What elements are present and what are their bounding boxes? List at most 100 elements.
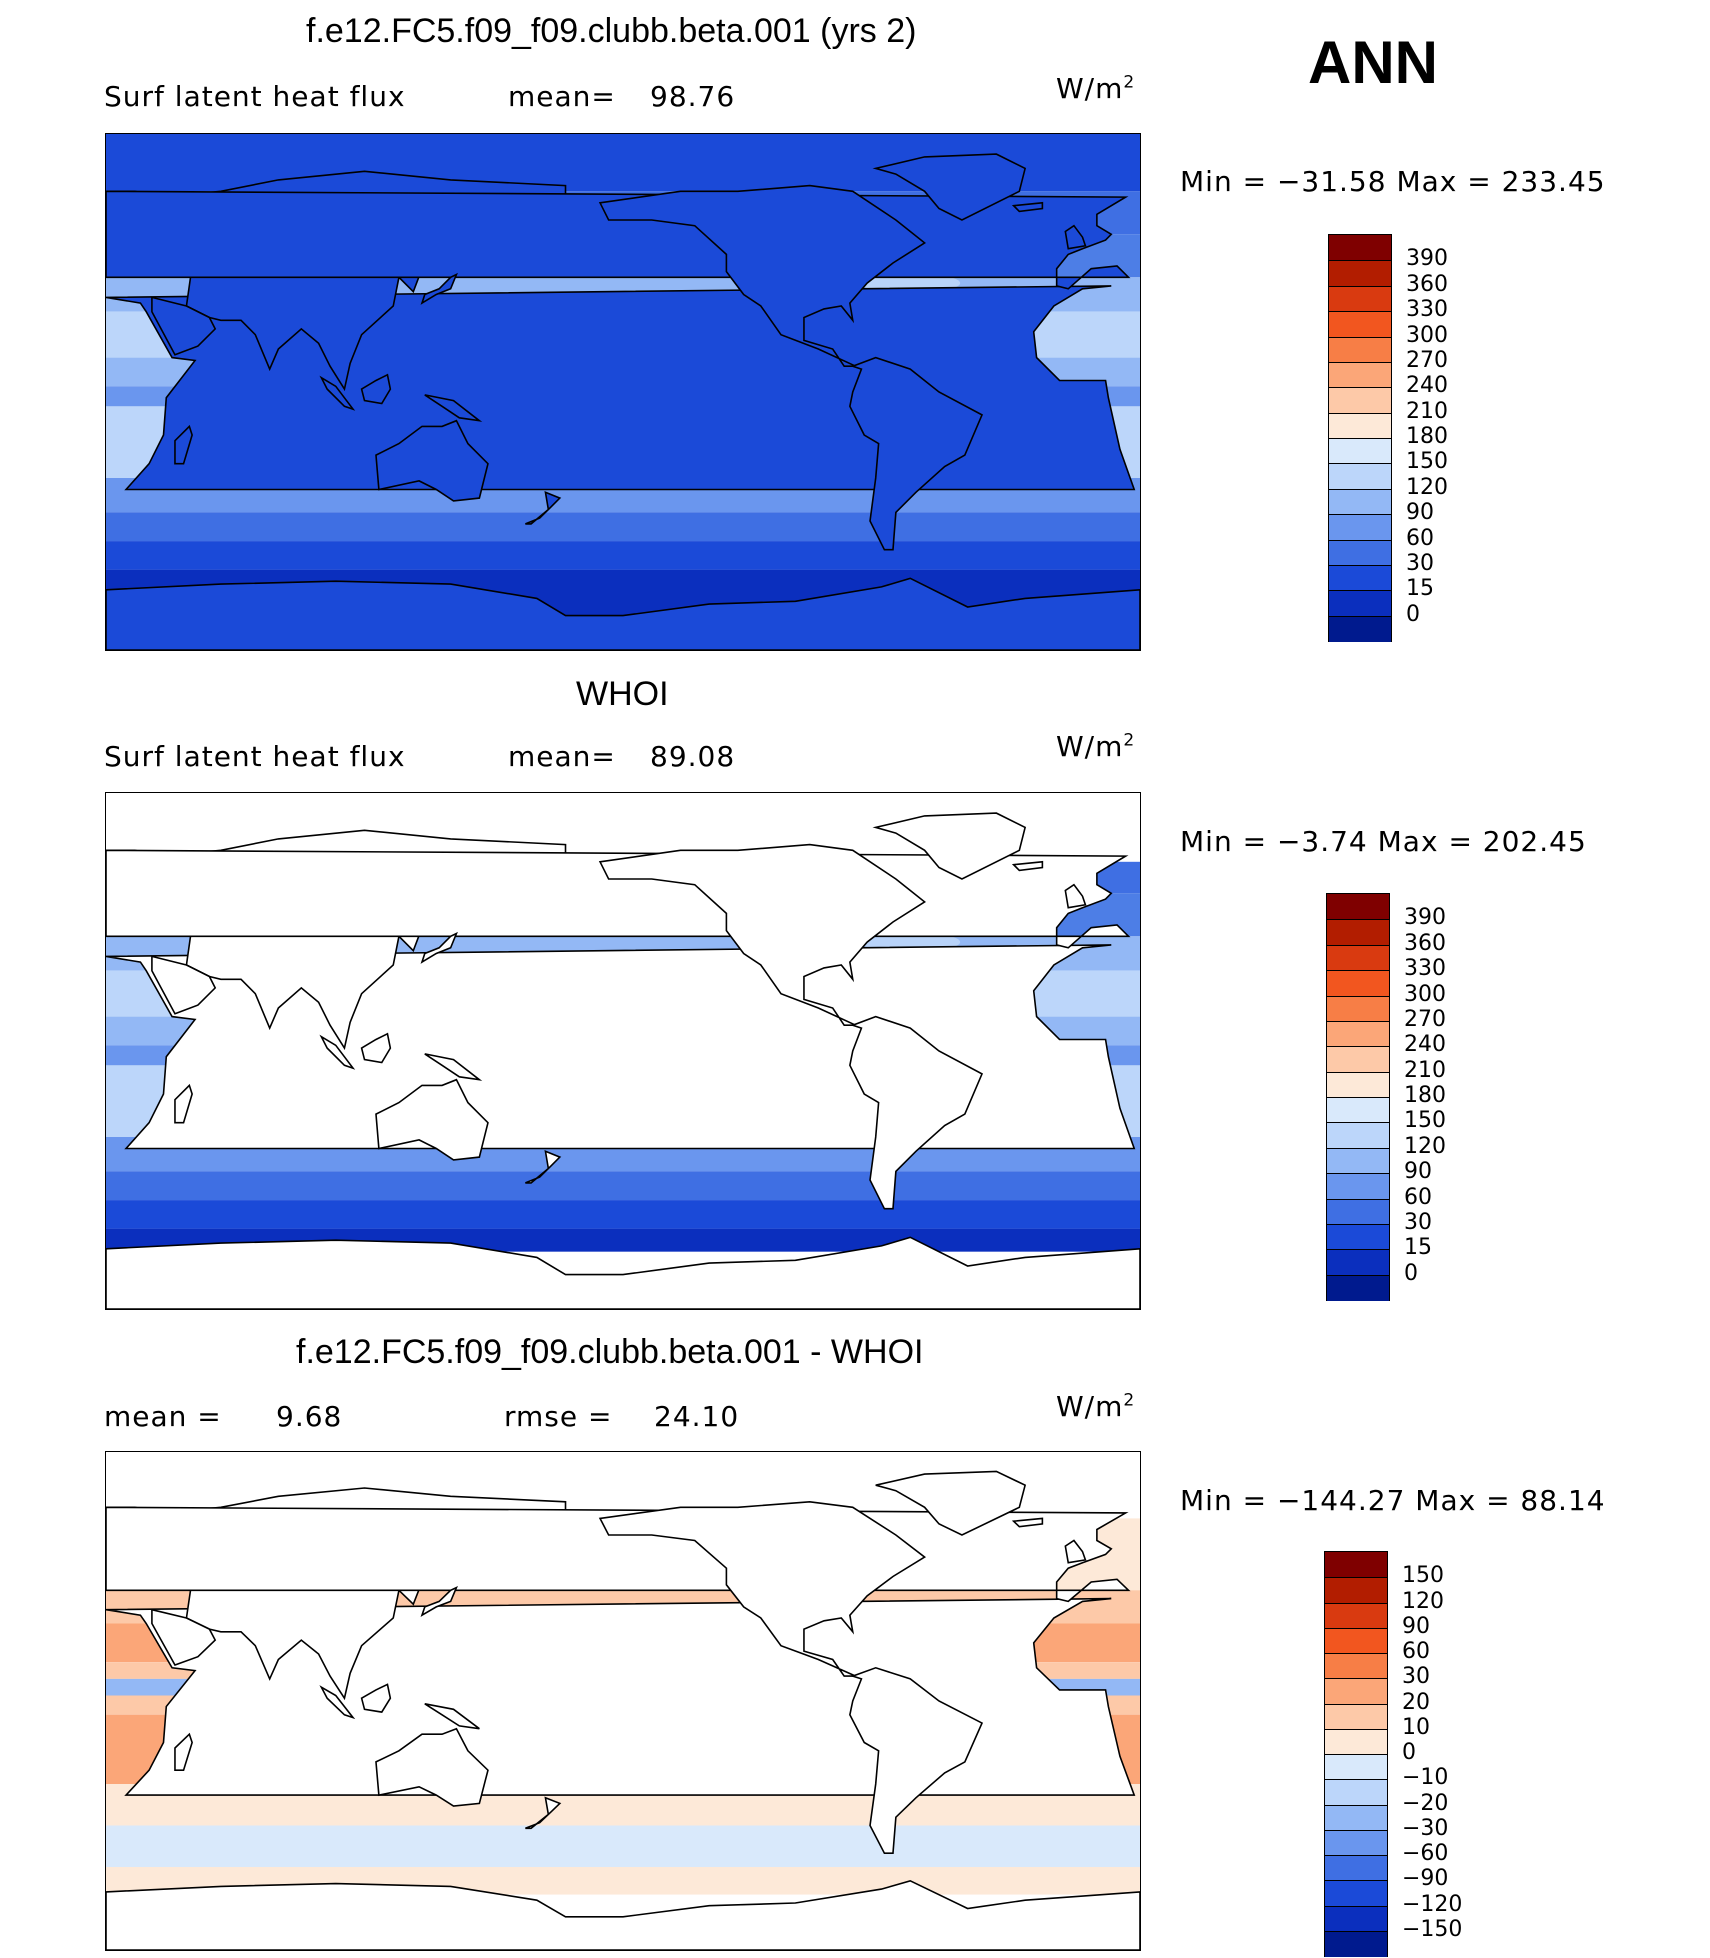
panel-title: f.e12.FC5.f09_f09.clubb.beta.001 (yrs 2) [306, 12, 917, 50]
mean-label: mean = [104, 1400, 222, 1433]
map-obs [105, 792, 1141, 1310]
colorbar-swatch [1329, 311, 1391, 338]
colorbar [1324, 1551, 1388, 1957]
colorbar-swatch [1327, 1147, 1389, 1175]
colorbar-tick-label: 270 [1404, 1006, 1446, 1032]
min-max-label: Min = −3.74 Max = 202.45 [1180, 825, 1587, 858]
colorbar-tick-label: 330 [1406, 297, 1448, 323]
colorbar-swatch [1327, 1097, 1389, 1124]
colorbar-swatch [1329, 336, 1391, 363]
variable-label: Surf latent heat flux [104, 80, 406, 113]
colorbar [1328, 234, 1392, 642]
colorbar-swatch [1325, 1905, 1387, 1932]
colorbar-tick-label: 360 [1406, 271, 1448, 297]
colorbar-swatch [1327, 1274, 1389, 1301]
colorbar-tick-label: 120 [1404, 1133, 1446, 1159]
panel-title: WHOI [576, 675, 669, 713]
colorbar-swatch [1329, 488, 1391, 516]
colorbar-swatch [1329, 539, 1391, 566]
colorbar-tick-label: 240 [1404, 1032, 1446, 1058]
colorbar-swatch [1327, 1020, 1389, 1048]
colorbar-swatch [1327, 1173, 1389, 1200]
colorbar-swatch [1327, 1122, 1389, 1149]
colorbar-swatch [1329, 361, 1391, 389]
colorbar-tick-label: 120 [1402, 1588, 1444, 1614]
mean-value: 89.08 [650, 740, 736, 773]
colorbar-swatch [1325, 1754, 1387, 1781]
units-label: W/m2 [1056, 730, 1136, 763]
colorbar-tick-label: 30 [1402, 1664, 1430, 1690]
colorbar-tick-label: 60 [1406, 525, 1434, 551]
colorbar-tick-label: 150 [1406, 449, 1448, 475]
colorbar-tick-label: 30 [1404, 1209, 1432, 1235]
map-diff [105, 1451, 1141, 1951]
colorbar-tick-label: 150 [1402, 1563, 1444, 1589]
colorbar-swatch [1325, 1552, 1387, 1578]
colorbar-swatch [1325, 1728, 1387, 1755]
colorbar-tick-label: 150 [1404, 1108, 1446, 1134]
min-max-label: Min = −31.58 Max = 233.45 [1180, 165, 1606, 198]
units-label: W/m2 [1056, 1390, 1136, 1423]
colorbar-swatch [1325, 1653, 1387, 1680]
colorbar-tick-label: 0 [1406, 601, 1420, 627]
colorbar-tick-label: 90 [1404, 1159, 1432, 1185]
colorbar-swatch [1327, 894, 1389, 920]
colorbar-tick-label: 300 [1404, 981, 1446, 1007]
colorbar-swatch [1329, 387, 1391, 414]
colorbar-swatch [1325, 1855, 1387, 1882]
mean-value: 98.76 [650, 80, 736, 113]
colorbar-swatch [1329, 235, 1391, 261]
colorbar-swatch [1325, 1880, 1387, 1907]
colorbar-swatch [1329, 564, 1391, 592]
colorbar-tick-label: 330 [1404, 956, 1446, 982]
colorbar-swatch [1327, 970, 1389, 997]
colorbar-tick-label: 300 [1406, 322, 1448, 348]
colorbar-swatch [1325, 1930, 1387, 1957]
colorbar-swatch [1325, 1703, 1387, 1730]
colorbar-swatch [1329, 590, 1391, 617]
colorbar-swatch [1329, 285, 1391, 313]
colorbar-swatch [1325, 1678, 1387, 1705]
colorbar-tick-label: 390 [1406, 246, 1448, 272]
colorbar-tick-label: −150 [1402, 1916, 1463, 1942]
colorbar-tick-label: −10 [1402, 1765, 1449, 1791]
colorbar-tick-label: −20 [1402, 1790, 1449, 1816]
colorbar-tick-label: −60 [1402, 1841, 1449, 1866]
colorbar-swatch [1329, 615, 1391, 642]
colorbar-tick-label: 390 [1404, 905, 1446, 931]
colorbar-swatch [1327, 1198, 1389, 1225]
colorbar-tick-label: 30 [1406, 550, 1434, 576]
colorbar-tick-label: 120 [1406, 474, 1448, 500]
colorbar-tick-label: 20 [1402, 1689, 1430, 1715]
colorbar-tick-label: −30 [1402, 1815, 1449, 1841]
colorbar-swatch [1325, 1829, 1387, 1856]
colorbar-swatch [1329, 412, 1391, 439]
units-label: W/m2 [1056, 72, 1136, 105]
rmse-value: 24.10 [654, 1400, 740, 1433]
map-model [105, 133, 1141, 651]
mean-label: mean= [508, 740, 616, 773]
min-max-label: Min = −144.27 Max = 88.14 [1180, 1484, 1606, 1517]
colorbar-tick-label: 270 [1406, 347, 1448, 373]
mean-value: 9.68 [276, 1400, 343, 1433]
variable-label: Surf latent heat flux [104, 740, 406, 773]
colorbar-swatch [1325, 1627, 1387, 1654]
colorbar-tick-label: 210 [1404, 1057, 1446, 1083]
colorbar-tick-label: −90 [1402, 1866, 1449, 1892]
colorbar-swatch [1329, 260, 1391, 287]
colorbar-tick-label: 210 [1406, 398, 1448, 424]
colorbar-tick-label: 90 [1406, 500, 1434, 526]
colorbar-swatch [1327, 1249, 1389, 1276]
colorbar-swatch [1327, 1046, 1389, 1073]
panel-title: f.e12.FC5.f09_f09.clubb.beta.001 - WHOI [296, 1333, 924, 1371]
colorbar-swatch [1327, 944, 1389, 972]
colorbar-swatch [1327, 1223, 1389, 1251]
colorbar-tick-label: 180 [1404, 1083, 1446, 1108]
colorbar-swatch [1325, 1779, 1387, 1806]
rmse-label: rmse = [504, 1400, 613, 1433]
colorbar-tick-label: 180 [1406, 424, 1448, 449]
colorbar-tick-label: −120 [1402, 1891, 1463, 1917]
colorbar [1326, 893, 1390, 1301]
colorbar-tick-label: 0 [1402, 1740, 1416, 1765]
colorbar-swatch [1327, 1071, 1389, 1098]
